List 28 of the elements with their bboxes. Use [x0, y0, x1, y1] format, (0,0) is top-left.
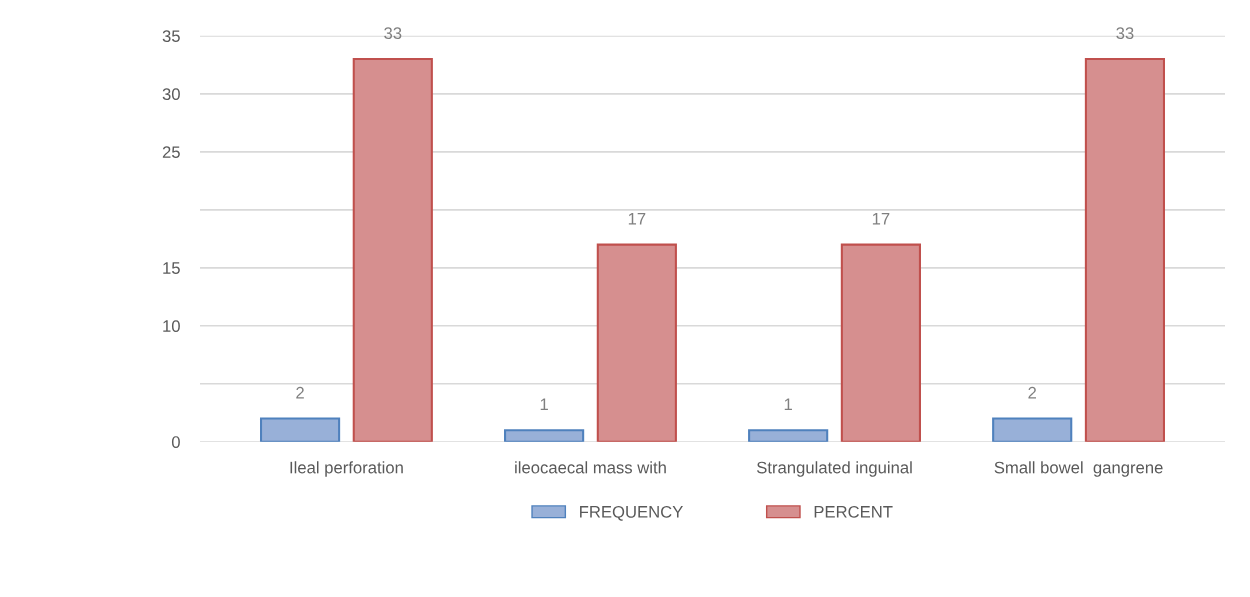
bar [748, 429, 829, 442]
y-tick-label: 10 [163, 320, 180, 332]
x-tick-label: Ileal perforation [290, 461, 403, 477]
y-tick-label: 0 [171, 436, 180, 448]
y-tick-label: 30 [162, 88, 180, 101]
bar [259, 417, 341, 442]
x-tick-label: Strangulated inguinal [756, 461, 912, 477]
data-label: 2 [1028, 386, 1036, 399]
data-label: 1 [540, 398, 548, 411]
data-label: 33 [384, 27, 402, 40]
x-tick-label: ileocaecal mass with [515, 461, 666, 474]
legend-label: PERCENT [814, 505, 893, 518]
bar [596, 243, 677, 442]
y-tick-label: 15 [163, 262, 180, 274]
data-label: 2 [296, 386, 304, 399]
bar [840, 243, 921, 442]
bar [352, 57, 433, 442]
legend-label: FREQUENCY [580, 505, 683, 521]
y-tick-label: 25 [162, 146, 180, 159]
y-tick-label: 35 [162, 30, 180, 43]
data-label: 33 [1116, 27, 1134, 40]
data-label: 17 [872, 213, 890, 225]
bar [1084, 57, 1166, 442]
x-tick-label: Small bowel gangrene [994, 461, 1163, 477]
bar [992, 417, 1073, 442]
data-label: 1 [784, 398, 792, 411]
bar [504, 429, 585, 442]
data-label: 17 [628, 213, 646, 225]
